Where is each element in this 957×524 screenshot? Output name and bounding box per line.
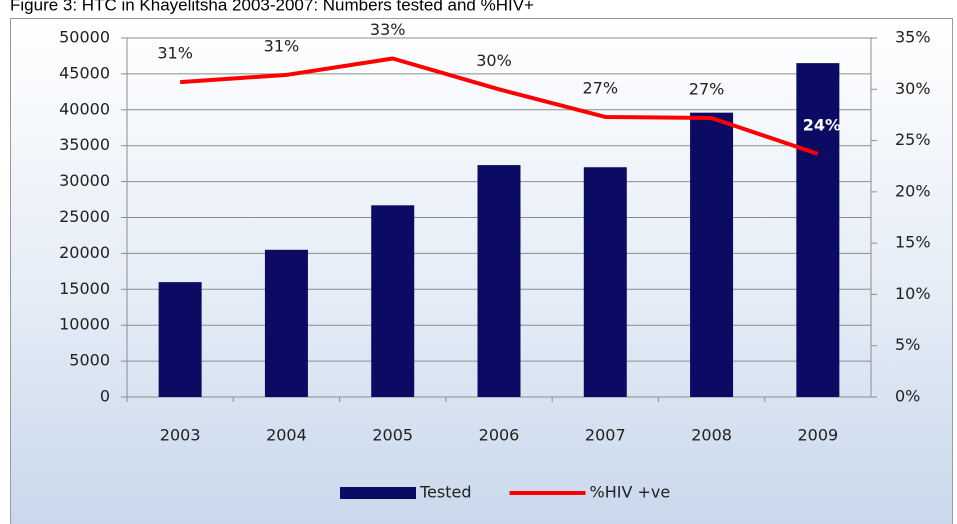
bar bbox=[371, 205, 415, 397]
data-label: 24% bbox=[803, 115, 841, 134]
x-tick-label: 2009 bbox=[797, 426, 838, 445]
data-label: 27% bbox=[689, 80, 725, 99]
y2-tick-label: 25% bbox=[895, 130, 931, 149]
data-label: 33% bbox=[370, 20, 406, 39]
y2-tick-label: 15% bbox=[895, 233, 931, 252]
y-tick-label: 5000 bbox=[69, 351, 110, 370]
y2-tick-label: 20% bbox=[895, 181, 931, 200]
y2-tick-label: 5% bbox=[895, 335, 920, 354]
legend-label: %HIV +ve bbox=[590, 483, 671, 502]
y-tick-label: 30000 bbox=[59, 171, 110, 190]
x-tick-label: 2008 bbox=[691, 426, 732, 445]
data-label: 31% bbox=[157, 44, 193, 63]
y-tick-label: 25000 bbox=[59, 207, 110, 226]
bar bbox=[690, 112, 734, 397]
y-tick-label: 35000 bbox=[59, 135, 110, 154]
y-tick-label: 45000 bbox=[59, 63, 110, 82]
y-tick-label: 0 bbox=[100, 387, 110, 406]
data-label: 31% bbox=[264, 36, 300, 55]
x-tick-label: 2004 bbox=[266, 426, 307, 445]
legend-label: Tested bbox=[419, 483, 472, 502]
x-tick-label: 2003 bbox=[160, 426, 201, 445]
x-tick-label: 2005 bbox=[372, 426, 413, 445]
data-label: 27% bbox=[583, 78, 619, 97]
chart-title: Figure 3: HTC in Khayelitsha 2003-2007: … bbox=[10, 0, 534, 14]
legend-symbol bbox=[340, 487, 416, 499]
x-tick-label: 2006 bbox=[479, 426, 520, 445]
line bbox=[180, 56, 819, 156]
y-tick-label: 20000 bbox=[59, 243, 110, 262]
data-label: 30% bbox=[476, 51, 512, 70]
bar bbox=[158, 282, 202, 397]
x-tick-label: 2007 bbox=[585, 426, 626, 445]
y-tick-label: 15000 bbox=[59, 279, 110, 298]
bar bbox=[264, 249, 308, 397]
y2-tick-label: 0% bbox=[895, 387, 920, 406]
y-tick-label: 50000 bbox=[59, 28, 110, 47]
y-tick-label: 10000 bbox=[59, 315, 110, 334]
bar bbox=[796, 63, 840, 397]
y2-tick-label: 10% bbox=[895, 284, 931, 303]
y2-tick-label: 30% bbox=[895, 79, 931, 98]
y-tick-label: 40000 bbox=[59, 99, 110, 118]
y2-tick-label: 35% bbox=[895, 28, 931, 47]
bar bbox=[477, 165, 521, 397]
bar bbox=[583, 167, 627, 397]
